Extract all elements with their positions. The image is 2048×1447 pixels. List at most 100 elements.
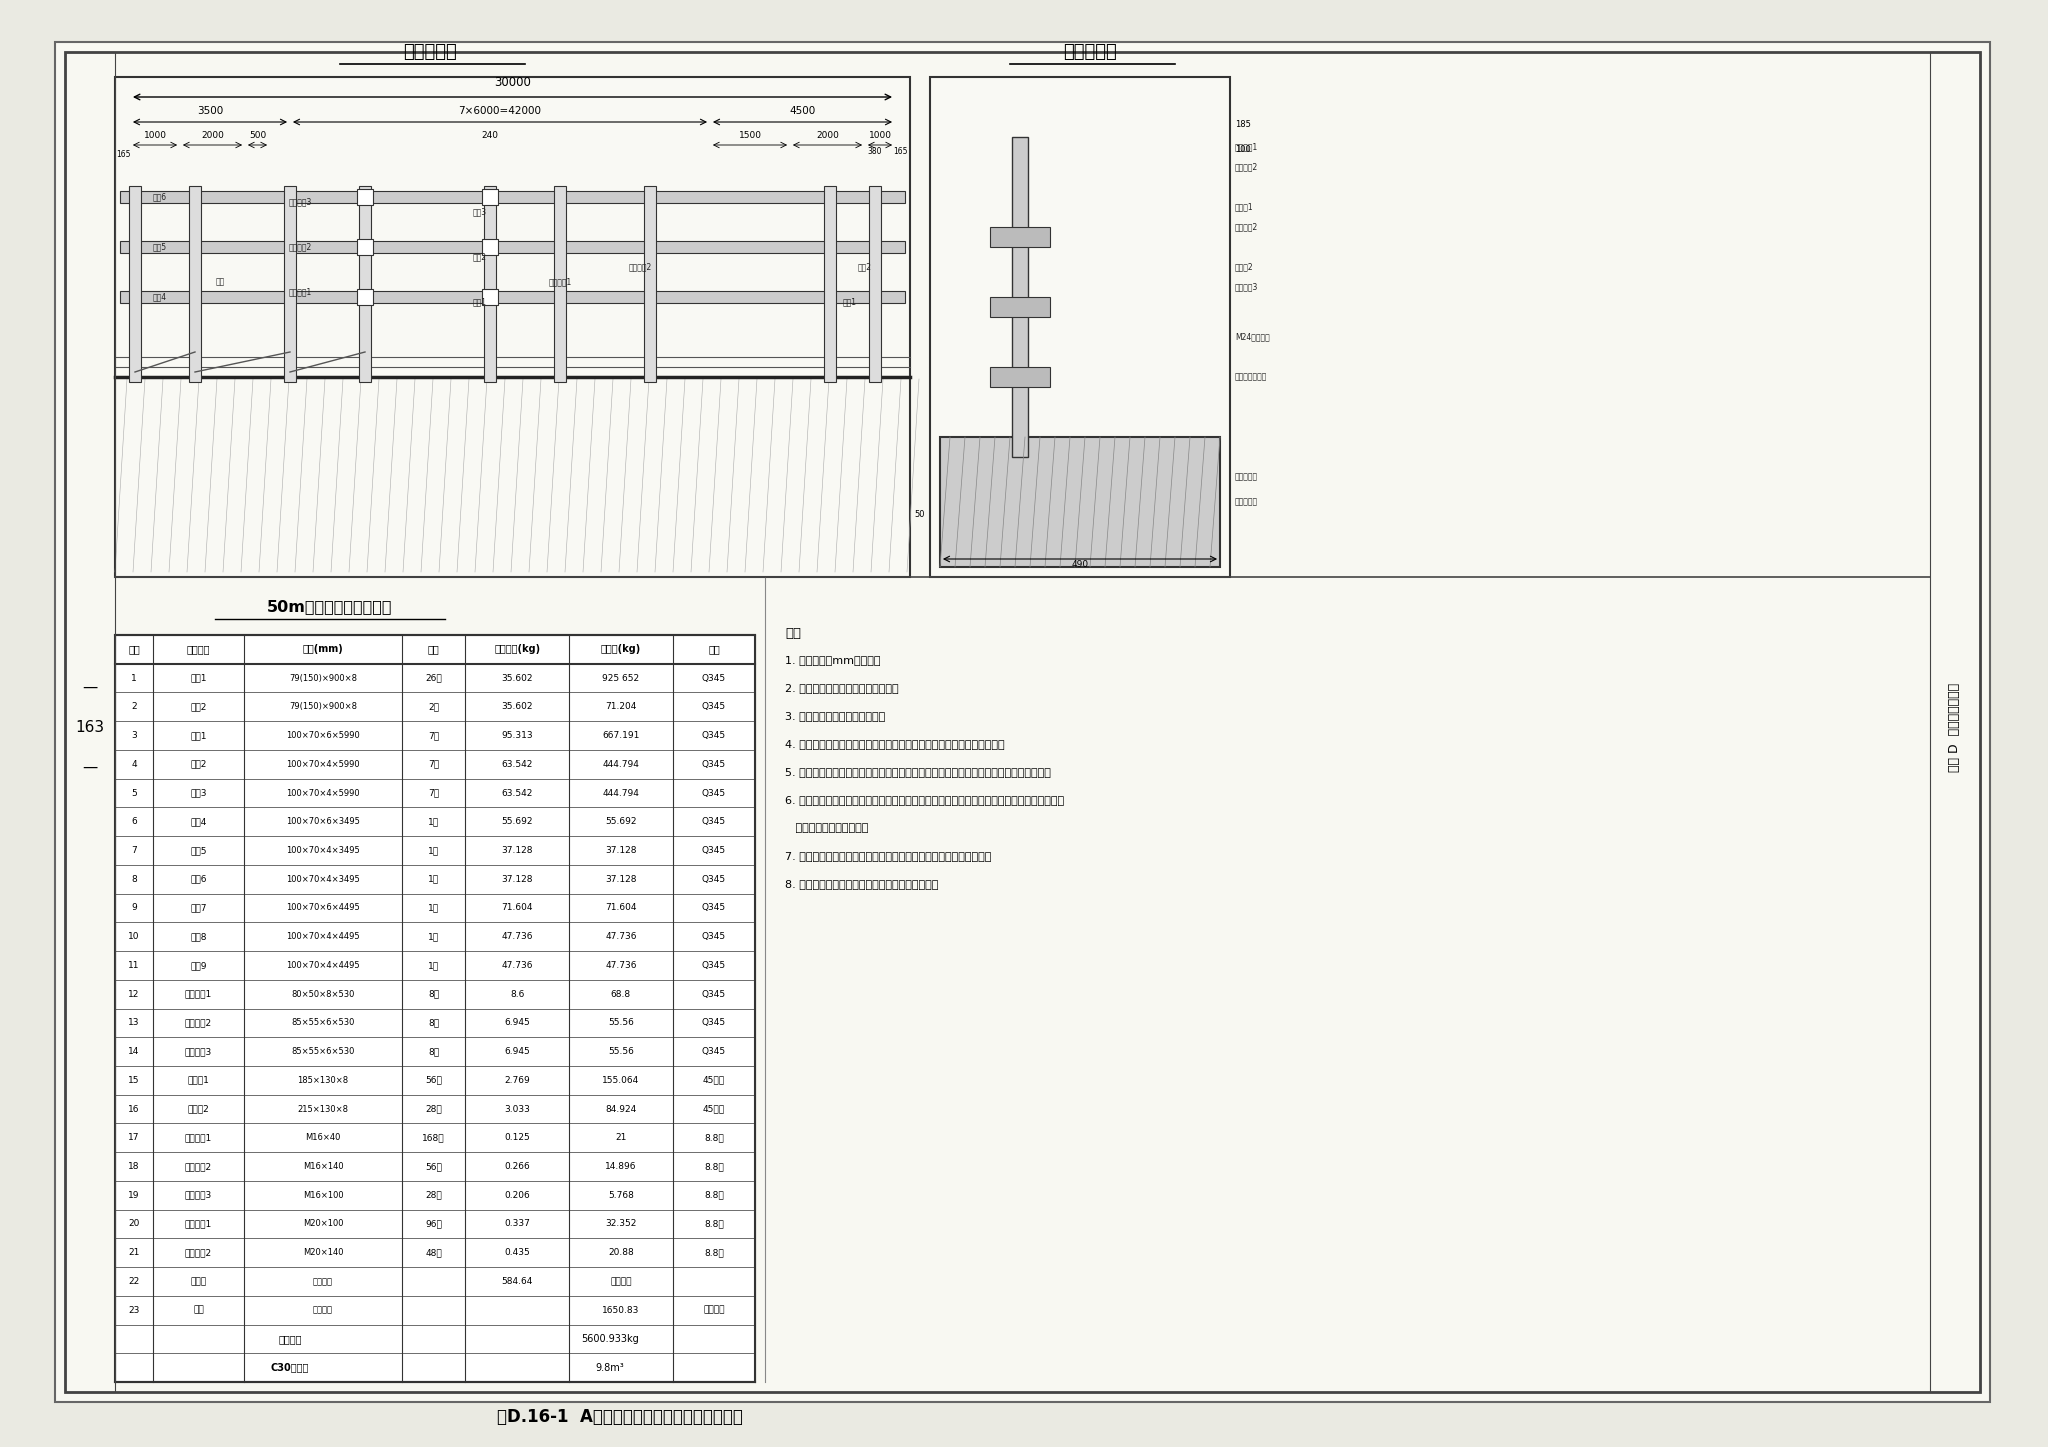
Bar	[481, 289, 498, 305]
Text: 横梁5: 横梁5	[154, 243, 168, 252]
Text: 备注: 备注	[709, 644, 719, 654]
Text: 79(150)×900×8: 79(150)×900×8	[289, 702, 356, 712]
Text: 12: 12	[129, 990, 139, 998]
Text: 8.8级: 8.8级	[705, 1249, 723, 1257]
Text: Q345: Q345	[702, 789, 725, 797]
Text: 钢材合计: 钢材合计	[279, 1334, 301, 1344]
Text: 4. 上部金属梁柱式结构立柱与护栏混凝土基础预埋螺栓采用双螺母连接。: 4. 上部金属梁柱式结构立柱与护栏混凝土基础预埋螺栓采用双螺母连接。	[784, 739, 1006, 750]
Text: 71.204: 71.204	[606, 702, 637, 712]
Text: 防阻块1: 防阻块1	[188, 1075, 209, 1085]
Text: 拼接螺栓2: 拼接螺栓2	[184, 1249, 213, 1257]
Text: 4500: 4500	[788, 106, 815, 116]
Text: 编号: 编号	[129, 644, 139, 654]
Text: 95.313: 95.313	[502, 731, 532, 739]
Text: 横梁4: 横梁4	[154, 292, 168, 301]
Text: 37.128: 37.128	[502, 875, 532, 884]
Text: 380: 380	[868, 148, 883, 156]
Text: 立柱: 立柱	[215, 278, 225, 287]
Text: 8.8级: 8.8级	[705, 1162, 723, 1171]
Text: 见配筋图: 见配筋图	[702, 1305, 725, 1315]
Text: 横梁1: 横梁1	[190, 731, 207, 739]
Text: 8根: 8根	[428, 1019, 440, 1027]
Text: 5. 护栏混凝土基础通过植筋方式与桥梁连接，具体参见护栏混凝土基础配筋及预埋件图。: 5. 护栏混凝土基础通过植筋方式与桥梁连接，具体参见护栏混凝土基础配筋及预埋件图…	[784, 767, 1051, 777]
Bar	[121, 291, 905, 302]
Text: 13: 13	[129, 1019, 139, 1027]
Text: 0.206: 0.206	[504, 1191, 530, 1200]
Text: 图D.16-1  A级轻质防侧翻桥梁护栏一般结构图: 图D.16-1 A级轻质防侧翻桥梁护栏一般结构图	[498, 1408, 743, 1425]
Text: 2000: 2000	[201, 132, 223, 140]
Text: 2个: 2个	[428, 702, 438, 712]
Text: 5600.933kg: 5600.933kg	[582, 1334, 639, 1344]
Text: 横梁4: 横梁4	[190, 818, 207, 826]
Bar	[481, 239, 498, 255]
Text: 84.924: 84.924	[606, 1104, 637, 1114]
Text: Q345: Q345	[702, 932, 725, 941]
Text: 50m护栏单侧材料数量表: 50m护栏单侧材料数量表	[266, 599, 393, 615]
Text: 1. 本图尺寸以mm为单位。: 1. 本图尺寸以mm为单位。	[784, 655, 881, 666]
Text: 47.736: 47.736	[604, 932, 637, 941]
Text: 梁端部应进行封口处理。: 梁端部应进行封口处理。	[784, 823, 868, 833]
Bar	[868, 187, 881, 382]
Text: 240: 240	[481, 132, 498, 140]
Text: 165: 165	[117, 150, 131, 159]
Text: 100×70×4×5990: 100×70×4×5990	[287, 789, 360, 797]
Text: 护栏立面图: 护栏立面图	[403, 43, 457, 61]
Text: 5: 5	[131, 789, 137, 797]
Text: Q345: Q345	[702, 1048, 725, 1056]
Text: 55.56: 55.56	[608, 1019, 635, 1027]
Text: 444.794: 444.794	[602, 789, 639, 797]
Text: 6. 护栏端部处理应满足相关规范要求，在护栏端部设置立柱以保证护栏端部强度，同时护栏横: 6. 护栏端部处理应满足相关规范要求，在护栏端部设置立柱以保证护栏端部强度，同时…	[784, 794, 1065, 805]
Text: 横梁7: 横梁7	[190, 903, 207, 913]
Text: 混凝土柱2: 混凝土柱2	[1235, 162, 1257, 172]
Text: 单件质量(kg): 单件质量(kg)	[494, 644, 541, 654]
Text: 37.128: 37.128	[604, 846, 637, 855]
Text: 混凝土墙2: 混凝土墙2	[1235, 223, 1257, 232]
Text: 见配筋图: 见配筋图	[313, 1276, 334, 1286]
Text: 0.266: 0.266	[504, 1162, 530, 1171]
Bar	[481, 190, 498, 205]
Text: 47.736: 47.736	[604, 961, 637, 969]
Text: 22: 22	[129, 1276, 139, 1286]
Text: 2000: 2000	[815, 132, 840, 140]
Text: 47.736: 47.736	[502, 961, 532, 969]
Text: 8.8级: 8.8级	[705, 1220, 723, 1229]
Text: 85×55×6×530: 85×55×6×530	[291, 1048, 354, 1056]
Bar	[483, 187, 496, 382]
Text: 163: 163	[76, 719, 104, 735]
Text: 80×50×8×530: 80×50×8×530	[291, 990, 354, 998]
Text: 1根: 1根	[428, 903, 440, 913]
Text: 防阻块2: 防阻块2	[1235, 262, 1253, 272]
Text: 4: 4	[131, 760, 137, 768]
Text: 48套: 48套	[426, 1249, 442, 1257]
Bar	[940, 437, 1221, 567]
Bar	[356, 190, 373, 205]
Text: 横梁5: 横梁5	[190, 846, 207, 855]
Text: 0.337: 0.337	[504, 1220, 530, 1229]
Bar	[358, 187, 371, 382]
Text: 168套: 168套	[422, 1133, 444, 1142]
Text: 667.191: 667.191	[602, 731, 639, 739]
Text: 拼接螺栓1: 拼接螺栓1	[184, 1220, 213, 1229]
Text: 6.945: 6.945	[504, 1019, 530, 1027]
Text: 23: 23	[129, 1305, 139, 1315]
Text: 内侧墙1: 内侧墙1	[1235, 203, 1253, 211]
Text: 14: 14	[129, 1048, 139, 1056]
Bar	[356, 239, 373, 255]
Text: 立柱2: 立柱2	[190, 702, 207, 712]
Text: 8. 图中材料数量表仅为一侧桥梁护栏的材料数量。: 8. 图中材料数量表仅为一侧桥梁护栏的材料数量。	[784, 878, 938, 888]
Text: 2.769: 2.769	[504, 1075, 530, 1085]
Text: 7: 7	[131, 846, 137, 855]
Bar	[115, 77, 909, 577]
Text: M16×100: M16×100	[303, 1191, 344, 1200]
Text: 85×55×6×530: 85×55×6×530	[291, 1019, 354, 1027]
Text: 68.8: 68.8	[610, 990, 631, 998]
Text: 165: 165	[893, 148, 907, 156]
Text: M20×140: M20×140	[303, 1249, 344, 1257]
Text: 45号钢: 45号钢	[702, 1104, 725, 1114]
Text: 0.125: 0.125	[504, 1133, 530, 1142]
Text: 拼接螺栓2: 拼接螺栓2	[629, 262, 651, 272]
Text: 1根: 1根	[428, 932, 440, 941]
Text: 100×70×4×3495: 100×70×4×3495	[287, 846, 360, 855]
Bar	[555, 187, 565, 382]
Text: 28套: 28套	[426, 1191, 442, 1200]
